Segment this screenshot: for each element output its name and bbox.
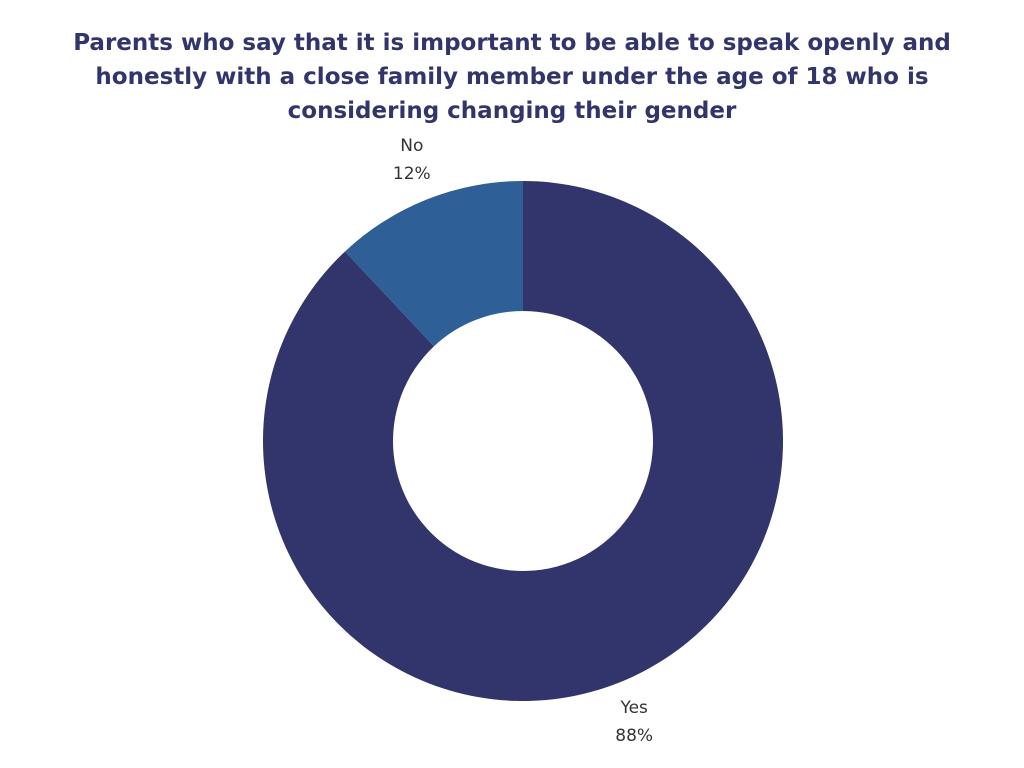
slice-category-label: No: [400, 136, 423, 156]
slice-value-label: 12%: [393, 164, 431, 184]
slice-value-label: 88%: [615, 726, 653, 746]
chart-title: Parents who say that it is important to …: [73, 30, 951, 124]
slice-category-label: Yes: [619, 698, 648, 718]
donut-slice: [263, 181, 783, 701]
donut-slice: [345, 181, 523, 347]
